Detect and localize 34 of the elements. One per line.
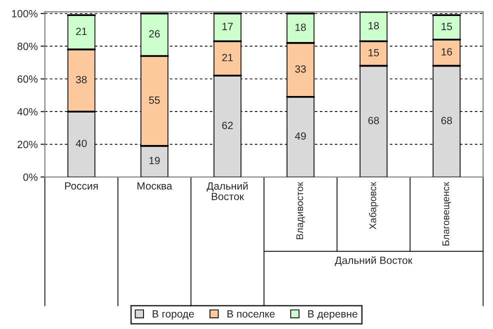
data-label: 17 bbox=[222, 22, 233, 30]
y-tick-label: 60% bbox=[18, 75, 38, 83]
x-tick-label: Благовещенск bbox=[442, 182, 452, 246]
y-tick-label: 20% bbox=[18, 140, 38, 148]
data-label: 18 bbox=[368, 22, 379, 30]
data-label: 55 bbox=[149, 96, 160, 104]
data-label: 18 bbox=[296, 24, 306, 31]
y-tick-label: 0% bbox=[23, 174, 38, 181]
data-label: 33 bbox=[295, 65, 306, 73]
data-label: 38 bbox=[76, 76, 87, 84]
y-tick-label: 80% bbox=[18, 42, 38, 50]
data-label: 15 bbox=[442, 22, 452, 30]
x-tick-label: Хабаровск bbox=[368, 182, 378, 230]
x-tick-label: Россия bbox=[65, 182, 98, 190]
text: Дальний Восток bbox=[334, 256, 412, 266]
data-label: 40 bbox=[76, 140, 87, 148]
legend-label: В деревне bbox=[308, 310, 358, 320]
legend-label: В поселке bbox=[227, 310, 275, 318]
x-tick-label: Владивосток bbox=[296, 182, 305, 240]
data-label: 16 bbox=[442, 48, 452, 56]
data-label: 26 bbox=[149, 30, 160, 38]
x-tick-label: Москва bbox=[138, 182, 172, 190]
y-tick-label: 100% bbox=[12, 10, 38, 18]
data-label: 68 bbox=[368, 116, 379, 124]
data-label: 62 bbox=[222, 122, 233, 130]
y-tick-label: 40% bbox=[17, 108, 38, 116]
data-label: 21 bbox=[222, 54, 233, 62]
legend-label: В городе bbox=[152, 310, 194, 320]
data-label: 19 bbox=[149, 156, 160, 164]
x-tick-label: Дальний Восток bbox=[206, 182, 248, 200]
data-label: 68 bbox=[441, 116, 452, 124]
data-label: 21 bbox=[76, 28, 87, 35]
data-label: 49 bbox=[294, 132, 306, 140]
data-label: 15 bbox=[368, 49, 379, 56]
